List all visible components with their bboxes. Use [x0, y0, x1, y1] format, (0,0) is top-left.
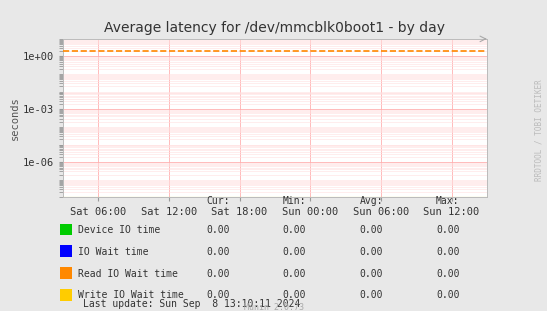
Text: 0.00: 0.00 — [359, 290, 383, 300]
Text: 0.00: 0.00 — [283, 225, 306, 235]
Text: 0.00: 0.00 — [359, 247, 383, 257]
Text: Avg:: Avg: — [359, 196, 383, 206]
Text: 0.00: 0.00 — [283, 247, 306, 257]
Text: Min:: Min: — [283, 196, 306, 206]
Text: 0.00: 0.00 — [283, 269, 306, 279]
Text: Read IO Wait time: Read IO Wait time — [78, 269, 178, 279]
Text: 0.00: 0.00 — [436, 225, 459, 235]
Text: RRDTOOL / TOBI OETIKER: RRDTOOL / TOBI OETIKER — [534, 80, 543, 182]
Text: Cur:: Cur: — [206, 196, 230, 206]
Text: 0.00: 0.00 — [359, 269, 383, 279]
Text: IO Wait time: IO Wait time — [78, 247, 148, 257]
Text: 0.00: 0.00 — [206, 225, 230, 235]
Text: Device IO time: Device IO time — [78, 225, 160, 235]
Text: 0.00: 0.00 — [206, 290, 230, 300]
Text: 0.00: 0.00 — [283, 290, 306, 300]
Text: Last update: Sun Sep  8 13:10:11 2024: Last update: Sun Sep 8 13:10:11 2024 — [84, 299, 301, 309]
Text: 0.00: 0.00 — [359, 225, 383, 235]
Text: Max:: Max: — [436, 196, 459, 206]
Text: Write IO Wait time: Write IO Wait time — [78, 290, 183, 300]
Text: Munin 2.0.73: Munin 2.0.73 — [243, 303, 304, 311]
Text: 0.00: 0.00 — [436, 269, 459, 279]
Text: 0.00: 0.00 — [206, 269, 230, 279]
Title: Average latency for /dev/mmcblk0boot1 - by day: Average latency for /dev/mmcblk0boot1 - … — [104, 21, 445, 35]
Text: 0.00: 0.00 — [206, 247, 230, 257]
Text: 0.00: 0.00 — [436, 290, 459, 300]
Text: 0.00: 0.00 — [436, 247, 459, 257]
Y-axis label: seconds: seconds — [10, 96, 20, 140]
